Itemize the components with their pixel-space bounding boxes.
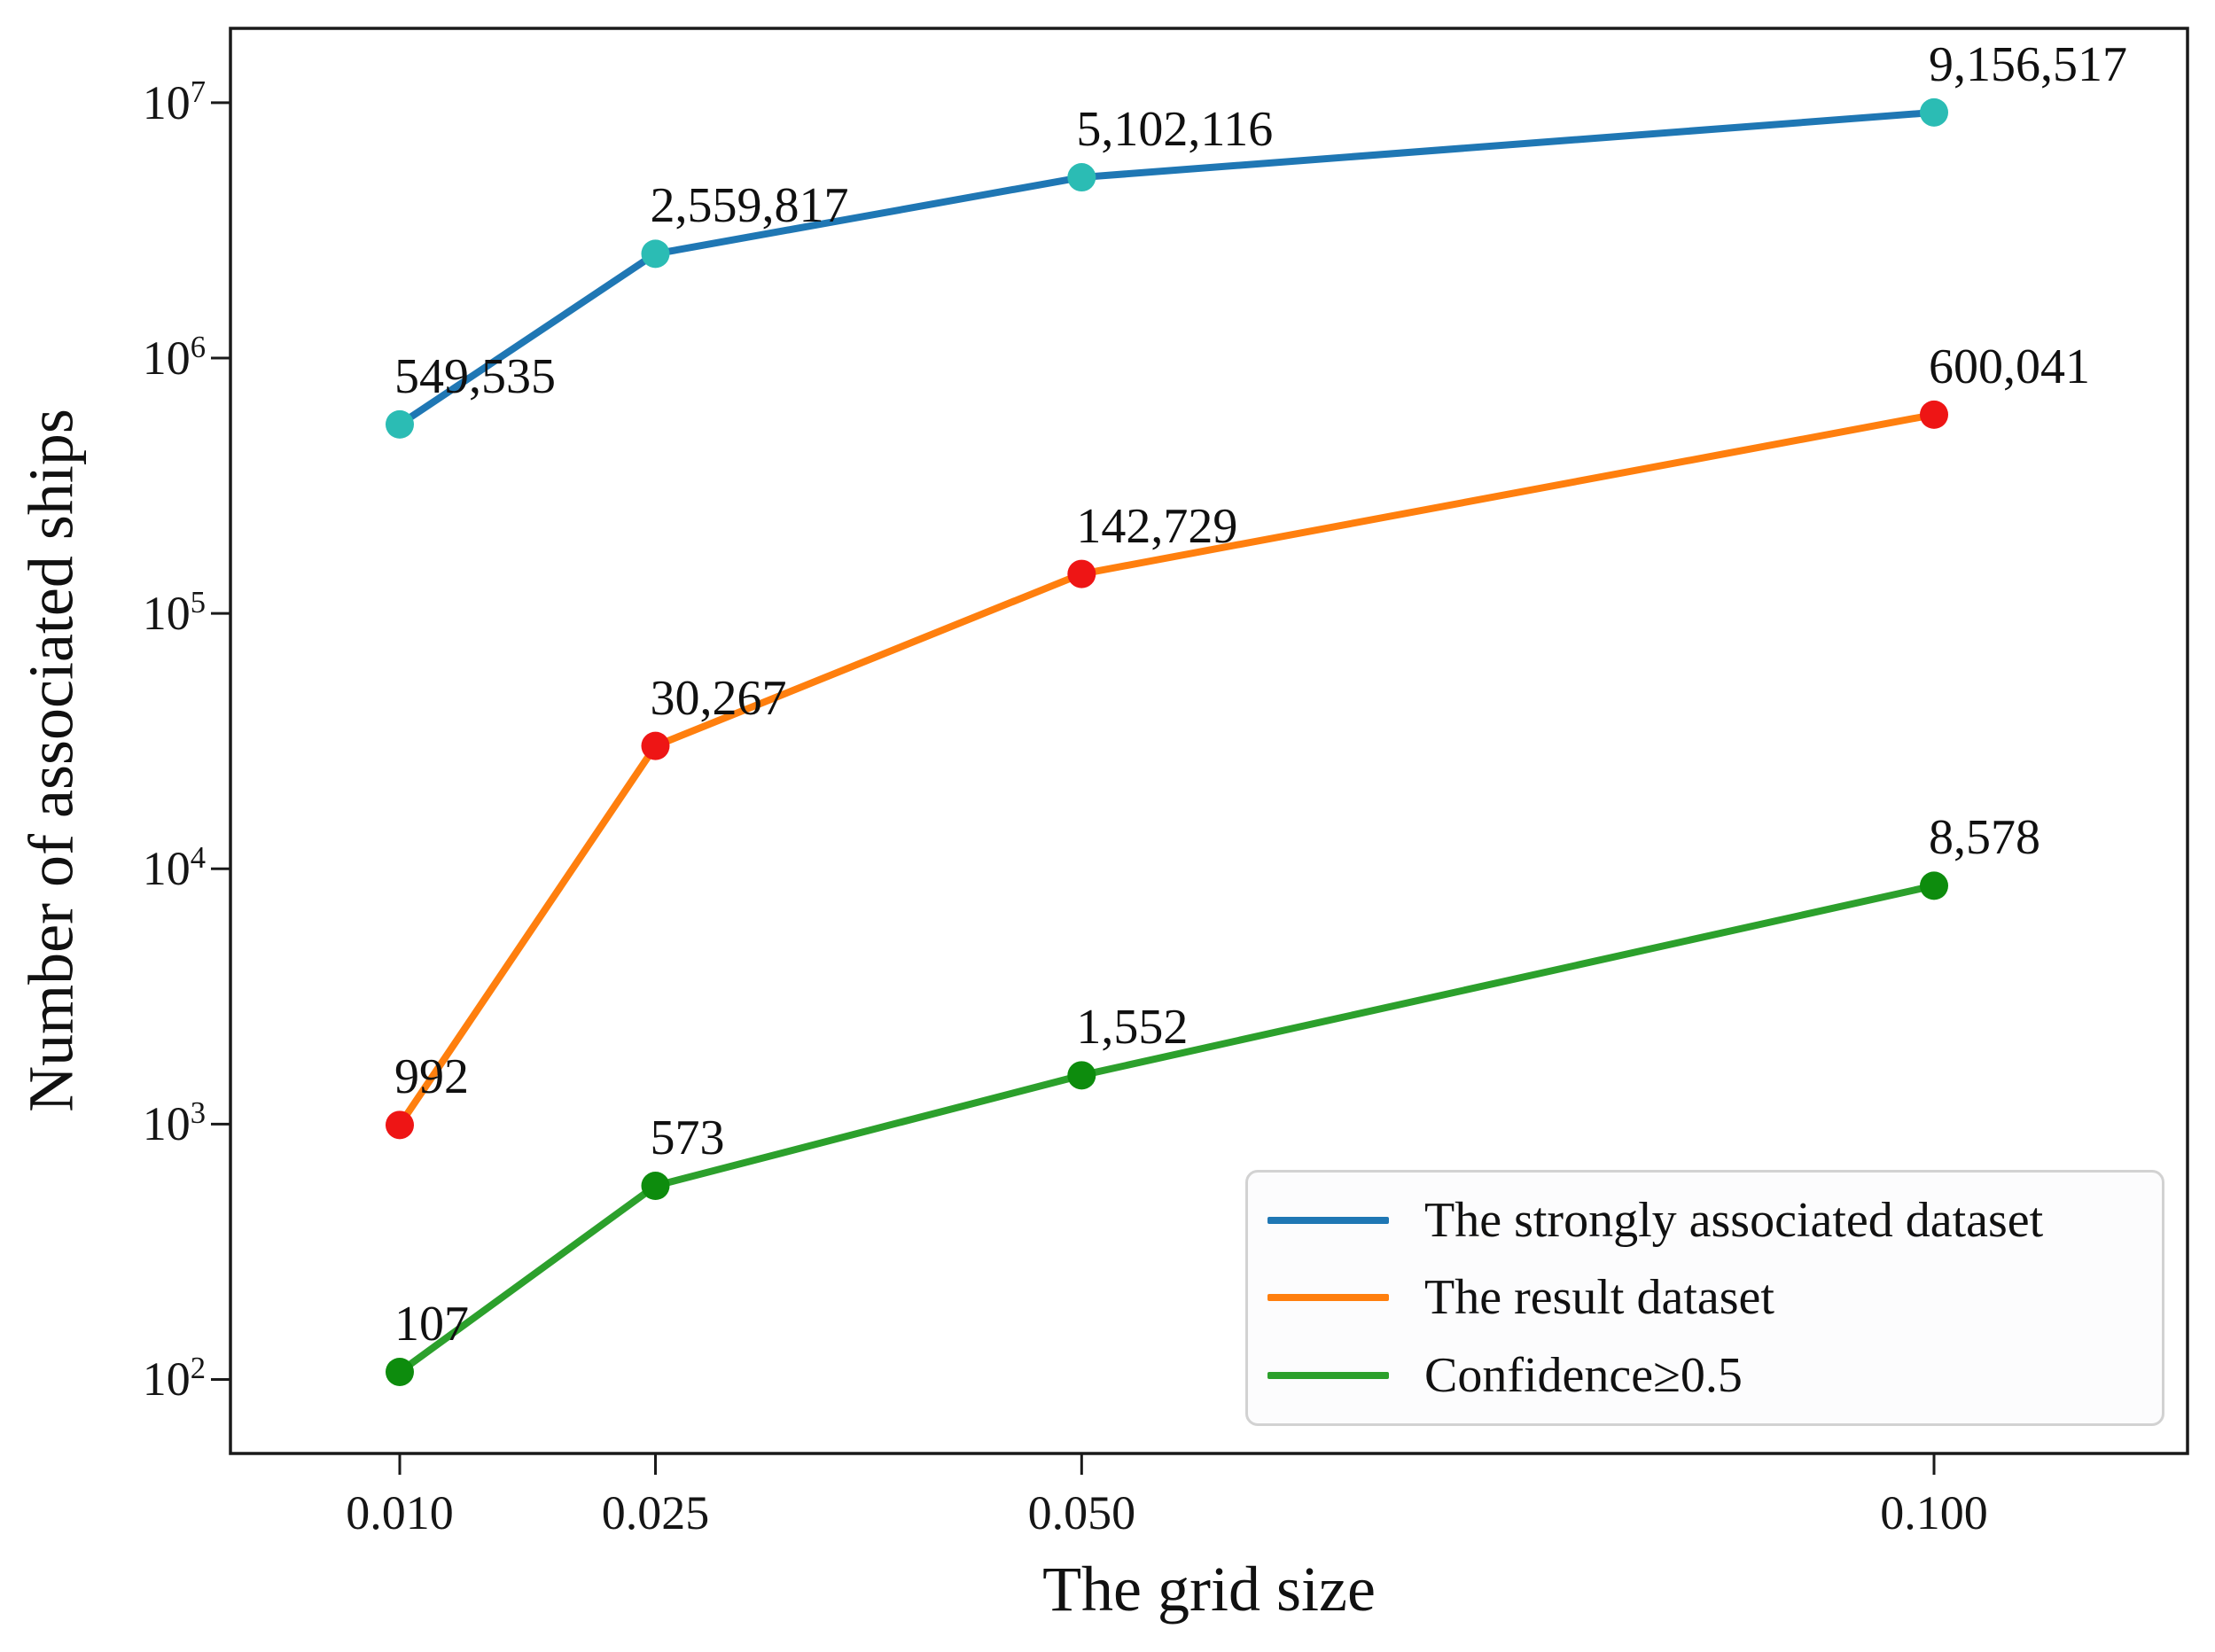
legend-label: The strongly associated dataset	[1424, 1192, 2044, 1248]
data-point-label: 1,552	[1076, 1000, 1189, 1056]
data-point-label: 107	[394, 1296, 469, 1352]
legend-label: Confidence≥0.5	[1424, 1348, 1743, 1404]
legend-entry-0: The strongly associated dataset	[1248, 1181, 2162, 1258]
data-point-marker	[1067, 559, 1096, 588]
legend-label: The result dataset	[1424, 1270, 1774, 1326]
y-tick-label: 105	[142, 586, 206, 641]
data-point-marker	[641, 1172, 670, 1201]
series-line-2	[395, 882, 1938, 1375]
series-line-1	[395, 410, 1938, 1129]
data-point-label: 30,267	[650, 670, 787, 726]
y-tick-label: 103	[142, 1096, 206, 1151]
y-tick-label: 107	[142, 74, 206, 129]
series-line-0	[395, 108, 1938, 428]
data-point-marker	[1919, 97, 1948, 127]
data-point-marker	[385, 1110, 414, 1140]
y-tick-label: 102	[142, 1352, 206, 1407]
plot-border	[229, 27, 2189, 1455]
legend-line-sample	[1267, 1372, 1389, 1380]
y-tick-label: 104	[142, 841, 206, 896]
x-axis-label: The grid size	[1042, 1554, 1376, 1625]
data-point-label: 992	[394, 1049, 469, 1105]
x-tick-label: 0.025	[601, 1486, 710, 1539]
data-point-marker	[1919, 871, 1948, 900]
legend-line-sample	[1267, 1216, 1389, 1224]
legend: The strongly associated dataset The resul…	[1245, 1170, 2164, 1426]
x-tick-label: 0.010	[346, 1486, 454, 1539]
x-tick-label: 0.050	[1027, 1486, 1136, 1539]
data-point-label: 142,729	[1076, 498, 1238, 554]
data-point-marker	[1067, 163, 1096, 192]
data-point-label: 5,102,116	[1076, 102, 1274, 158]
data-point-marker	[385, 1357, 414, 1386]
data-point-label: 573	[650, 1110, 725, 1165]
data-point-marker	[641, 731, 670, 760]
data-point-marker	[641, 239, 670, 269]
legend-line-sample	[1267, 1294, 1389, 1302]
data-point-marker	[385, 409, 414, 439]
data-point-label: 8,578	[1928, 810, 2040, 866]
data-point-label: 549,535	[394, 348, 556, 404]
y-tick-label: 106	[142, 330, 206, 385]
data-point-label: 600,041	[1928, 339, 2090, 394]
data-point-marker	[1919, 400, 1948, 429]
data-point-marker	[1067, 1061, 1096, 1090]
legend-entry-2: Confidence≥0.5	[1248, 1337, 2162, 1414]
data-point-label: 9,156,517	[1928, 36, 2127, 92]
y-axis-label: Number of associated ships	[15, 409, 87, 1112]
x-tick-label: 0.100	[1880, 1486, 1988, 1539]
legend-entry-1: The result dataset	[1248, 1259, 2162, 1336]
data-point-label: 2,559,817	[650, 178, 849, 234]
